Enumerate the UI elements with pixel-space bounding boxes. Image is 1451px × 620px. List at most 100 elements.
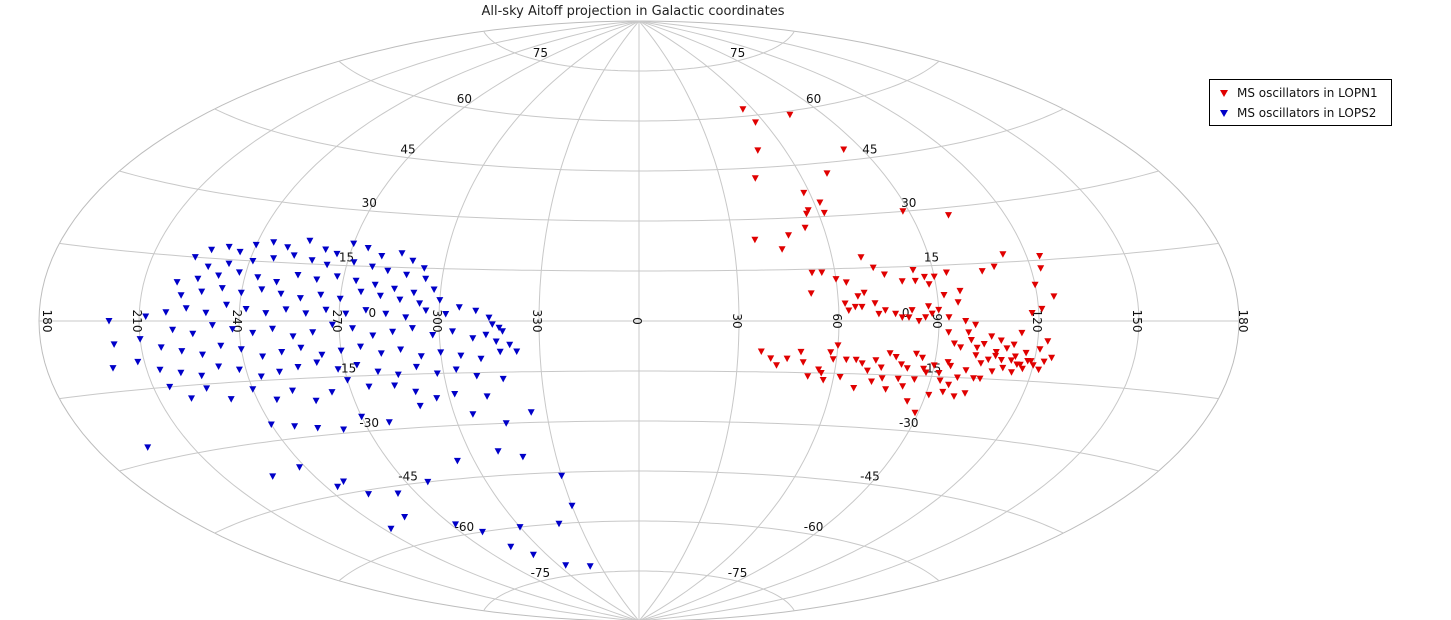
- data-point: [1037, 265, 1045, 272]
- data-point: [801, 224, 809, 232]
- data-point: [217, 342, 225, 350]
- data-point: [972, 321, 980, 329]
- data-point: [815, 366, 823, 373]
- data-point: [751, 175, 759, 182]
- data-point: [858, 360, 866, 367]
- data-point: [908, 307, 916, 314]
- data-point: [878, 375, 886, 382]
- data-point: [898, 361, 905, 368]
- data-point: [892, 310, 900, 318]
- data-point: [992, 349, 1000, 356]
- data-point: [909, 267, 917, 274]
- data-point: [972, 352, 980, 359]
- data-point: [178, 348, 186, 355]
- data-point: [988, 368, 996, 375]
- data-point: [905, 314, 913, 321]
- data-point: [903, 365, 911, 372]
- data-point: [988, 333, 996, 340]
- data-point: [819, 377, 827, 384]
- data-point: [384, 267, 392, 275]
- data-point: [1029, 362, 1037, 369]
- data-point: [199, 351, 206, 359]
- data-point: [850, 385, 858, 392]
- data-point: [1010, 341, 1018, 349]
- data-point: [357, 288, 365, 296]
- data-point: [1018, 329, 1026, 337]
- series-lopn1: [739, 106, 1058, 417]
- data-point: [882, 386, 890, 393]
- parallel-line: [119, 420, 1159, 472]
- graticule: [38, 20, 1240, 620]
- data-point: [191, 254, 199, 261]
- data-point: [334, 483, 342, 491]
- data-point: [1036, 346, 1044, 353]
- data-point: [827, 349, 835, 356]
- latitude-tick-label: -15: [337, 361, 357, 375]
- data-point: [177, 292, 185, 299]
- latitude-tick-label: 75: [533, 46, 548, 60]
- data-point: [945, 314, 953, 321]
- data-point: [472, 307, 480, 315]
- data-point: [166, 383, 174, 391]
- data-point: [177, 369, 185, 377]
- data-point: [950, 340, 958, 347]
- data-point: [925, 281, 933, 288]
- data-point: [925, 391, 933, 399]
- parallel-line: [59, 370, 1219, 400]
- data-point: [936, 377, 944, 384]
- data-point: [236, 248, 244, 256]
- data-point: [109, 365, 117, 372]
- data-point: [323, 261, 331, 269]
- data-point: [258, 286, 266, 293]
- data-point: [198, 288, 206, 296]
- data-point: [402, 314, 410, 321]
- data-point: [322, 306, 330, 314]
- data-point: [294, 364, 302, 371]
- data-point: [352, 277, 360, 285]
- data-point: [365, 383, 373, 391]
- data-point: [965, 329, 973, 336]
- data-point: [142, 313, 150, 320]
- data-point: [1011, 353, 1019, 360]
- data-point: [881, 307, 889, 314]
- data-point: [328, 389, 336, 396]
- data-point: [898, 314, 906, 321]
- data-point: [289, 333, 297, 340]
- data-point: [808, 269, 816, 277]
- data-point: [391, 285, 398, 293]
- data-point: [956, 287, 964, 295]
- data-point: [369, 332, 377, 339]
- data-point: [818, 269, 826, 276]
- data-point: [945, 329, 953, 336]
- latitude-tick-label: -75: [531, 566, 551, 580]
- data-point: [453, 457, 461, 465]
- legend-label: MS oscillators in LOPN1: [1237, 86, 1378, 100]
- data-point: [568, 502, 576, 510]
- data-point: [947, 362, 955, 370]
- longitude-tick-label: 300: [430, 310, 444, 333]
- data-point: [409, 257, 417, 265]
- data-point: [422, 275, 430, 283]
- data-point: [353, 362, 361, 369]
- data-point: [203, 385, 211, 392]
- data-point: [420, 265, 428, 272]
- chart-title: All-sky Aitoff projection in Galactic co…: [481, 4, 784, 19]
- data-point: [930, 362, 938, 369]
- latitude-tick-label: -30: [899, 416, 919, 430]
- data-point: [977, 360, 985, 367]
- data-point: [479, 528, 486, 536]
- data-point: [786, 111, 794, 119]
- data-point: [362, 307, 370, 314]
- data-point: [506, 341, 514, 349]
- data-point: [308, 257, 316, 264]
- data-point: [173, 279, 181, 286]
- data-point: [920, 365, 928, 373]
- data-point: [877, 364, 885, 371]
- data-point: [198, 372, 206, 380]
- latitude-tick-label: -75: [728, 566, 748, 580]
- data-point: [1035, 366, 1043, 374]
- data-point: [903, 398, 911, 405]
- data-point: [374, 368, 382, 376]
- data-point: [872, 357, 880, 364]
